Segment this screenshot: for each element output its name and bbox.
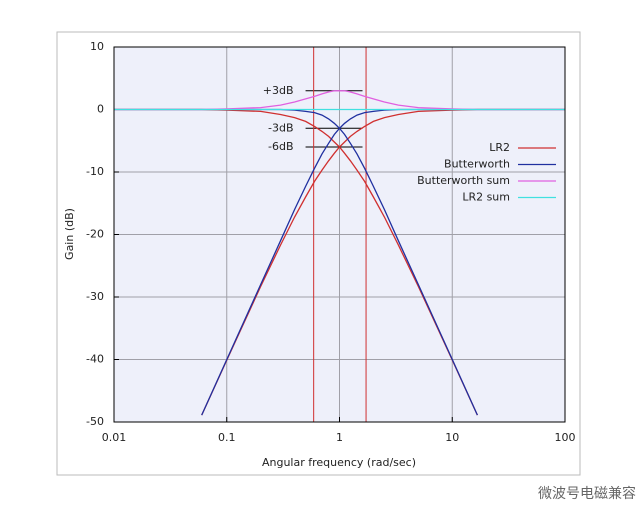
x-tick-label: 10 bbox=[445, 431, 459, 444]
series-line bbox=[114, 90, 565, 111]
series-line bbox=[201, 108, 565, 416]
y-tick-label: -20 bbox=[86, 228, 104, 241]
curves bbox=[114, 47, 565, 422]
watermark: 微波号电磁兼容 bbox=[538, 485, 636, 502]
annotation-label: +3dB bbox=[263, 84, 294, 97]
legend-label: Butterworth sum bbox=[417, 174, 510, 187]
x-tick-label: 100 bbox=[555, 431, 576, 444]
annotation-label: -3dB bbox=[268, 121, 294, 134]
legend-label: Butterworth bbox=[444, 158, 510, 171]
x-tick-label: 1 bbox=[336, 431, 343, 444]
y-tick-label: 10 bbox=[90, 40, 104, 53]
annotation-label: -6dB bbox=[268, 140, 294, 153]
y-tick-label: -40 bbox=[86, 353, 104, 366]
y-tick-label: -50 bbox=[86, 415, 104, 428]
y-tick-label: -10 bbox=[86, 165, 104, 178]
legend-label: LR2 sum bbox=[462, 191, 510, 204]
y-axis-label: Gain (dB) bbox=[63, 208, 76, 260]
legend-label: LR2 bbox=[489, 141, 510, 154]
x-tick-label: 0.01 bbox=[102, 431, 127, 444]
y-tick-label: -30 bbox=[86, 290, 104, 303]
x-axis-label: Angular frequency (rad/sec) bbox=[262, 456, 416, 469]
y-tick-label: 0 bbox=[97, 103, 104, 116]
series-line bbox=[114, 108, 478, 416]
plot-border bbox=[113, 46, 566, 423]
x-tick-label: 0.1 bbox=[218, 431, 236, 444]
